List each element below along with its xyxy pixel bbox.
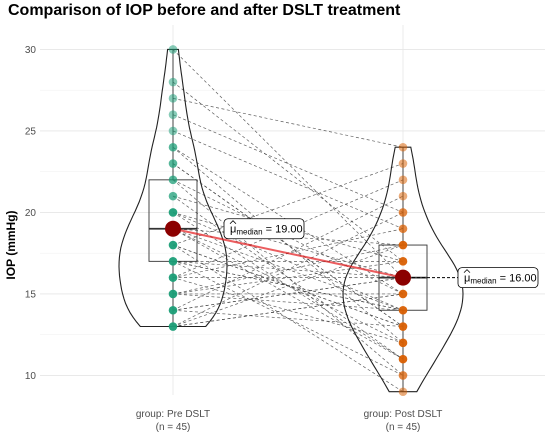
- data-point-pre: [168, 110, 178, 119]
- data-point-pre: [168, 77, 178, 87]
- data-point-post: [398, 322, 408, 331]
- data-point-post: [398, 371, 408, 380]
- x-category-count: (n = 45): [386, 422, 421, 433]
- chart-title: Comparison of IOP before and after DSLT …: [8, 2, 401, 19]
- data-point-pre: [168, 273, 178, 282]
- data-point-pre: [168, 208, 178, 217]
- data-point-pre: [168, 159, 178, 168]
- median-point-post: [395, 269, 411, 286]
- data-point-post: [398, 191, 408, 201]
- paired-line: [172, 130, 404, 230]
- paired-line: [172, 98, 404, 148]
- data-point-pre: [168, 322, 178, 331]
- data-point-pre: [168, 126, 178, 136]
- paired-line: [172, 293, 404, 327]
- paired-lines-layer: [172, 49, 404, 393]
- median-label-text: μmedian = 16.00: [464, 273, 537, 286]
- data-point-post: [398, 338, 408, 348]
- data-point-post: [398, 257, 408, 266]
- median-layer: [165, 220, 411, 286]
- hat-mark: [229, 220, 237, 225]
- violin-post: [342, 146, 464, 393]
- y-tick-label: 15: [25, 289, 37, 300]
- paired-line: [172, 212, 404, 327]
- data-point-pre: [168, 94, 178, 103]
- data-point-post: [398, 159, 408, 168]
- data-point-pre: [168, 175, 178, 185]
- label-layer: μmedian = 19.00 μmedian = 16.00 group: Pre…: [136, 218, 539, 433]
- paired-line: [172, 163, 404, 246]
- paired-line: [172, 277, 404, 311]
- paired-line: [172, 260, 404, 295]
- data-point-post: [398, 289, 408, 299]
- data-point-pre: [168, 45, 178, 54]
- violin-layer: [118, 48, 464, 393]
- median-connector-line: [172, 227, 404, 279]
- data-point-pre: [168, 305, 178, 315]
- data-point-pre: [168, 191, 178, 201]
- paired-line: [172, 244, 404, 327]
- data-point-post: [398, 208, 408, 217]
- median-label-box: [457, 267, 539, 289]
- data-point-pre: [168, 240, 178, 250]
- grid-layer: 10 15 20 25 30: [25, 25, 545, 395]
- data-point-post: [398, 387, 408, 397]
- x-category-label: group: Post DSLT: [364, 409, 443, 420]
- points-layer: [168, 45, 408, 397]
- y-axis-title: IOP (mmHg): [4, 210, 18, 279]
- median-label-text: μmedian = 19.00: [230, 224, 303, 237]
- data-point-post: [398, 354, 408, 364]
- paired-line: [172, 195, 404, 262]
- data-point-post: [398, 175, 408, 185]
- paired-line: [172, 261, 404, 376]
- y-tick-label: 30: [25, 45, 37, 56]
- y-tick-label: 10: [25, 371, 37, 382]
- x-category-label: group: Pre DSLT: [136, 409, 210, 420]
- data-point-pre: [168, 257, 178, 266]
- paired-line: [172, 293, 404, 311]
- data-point-post: [398, 142, 408, 152]
- median-label-box: [223, 218, 305, 240]
- data-point-pre: [168, 142, 178, 152]
- y-tick-label: 20: [25, 208, 37, 219]
- data-point-post: [398, 305, 408, 315]
- y-tick-label: 25: [25, 126, 37, 137]
- x-category-count: (n = 45): [156, 422, 191, 433]
- violin-pre: [118, 48, 228, 328]
- paired-line: [172, 81, 404, 262]
- paired-line: [172, 49, 404, 278]
- paired-line: [172, 146, 404, 344]
- data-point-post: [398, 224, 408, 234]
- hat-mark: [463, 269, 471, 273]
- paired-line: [172, 163, 404, 327]
- median-point-pre: [165, 220, 181, 237]
- data-point-post: [398, 240, 408, 250]
- data-point-pre: [168, 289, 178, 299]
